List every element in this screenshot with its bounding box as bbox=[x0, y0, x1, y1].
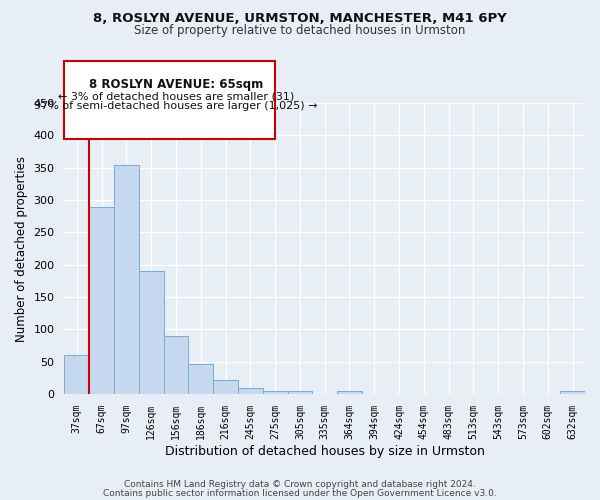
Text: Contains public sector information licensed under the Open Government Licence v3: Contains public sector information licen… bbox=[103, 489, 497, 498]
Bar bbox=[337, 390, 362, 394]
Bar bbox=[89, 206, 114, 394]
Text: 8 ROSLYN AVENUE: 65sqm: 8 ROSLYN AVENUE: 65sqm bbox=[89, 78, 263, 92]
Bar bbox=[139, 270, 164, 394]
Bar bbox=[238, 388, 263, 394]
FancyBboxPatch shape bbox=[64, 61, 275, 138]
Bar bbox=[64, 355, 89, 394]
Text: ← 3% of detached houses are smaller (31): ← 3% of detached houses are smaller (31) bbox=[58, 91, 294, 101]
Bar bbox=[164, 336, 188, 394]
Text: Contains HM Land Registry data © Crown copyright and database right 2024.: Contains HM Land Registry data © Crown c… bbox=[124, 480, 476, 489]
Bar bbox=[188, 364, 213, 394]
Text: 97% of semi-detached houses are larger (1,025) →: 97% of semi-detached houses are larger (… bbox=[34, 101, 318, 111]
Bar bbox=[263, 390, 287, 394]
Bar bbox=[213, 380, 238, 394]
Text: 8, ROSLYN AVENUE, URMSTON, MANCHESTER, M41 6PY: 8, ROSLYN AVENUE, URMSTON, MANCHESTER, M… bbox=[93, 12, 507, 26]
Bar bbox=[114, 164, 139, 394]
X-axis label: Distribution of detached houses by size in Urmston: Distribution of detached houses by size … bbox=[165, 444, 485, 458]
Bar bbox=[287, 390, 313, 394]
Text: Size of property relative to detached houses in Urmston: Size of property relative to detached ho… bbox=[134, 24, 466, 37]
Y-axis label: Number of detached properties: Number of detached properties bbox=[15, 156, 28, 342]
Bar bbox=[560, 390, 585, 394]
